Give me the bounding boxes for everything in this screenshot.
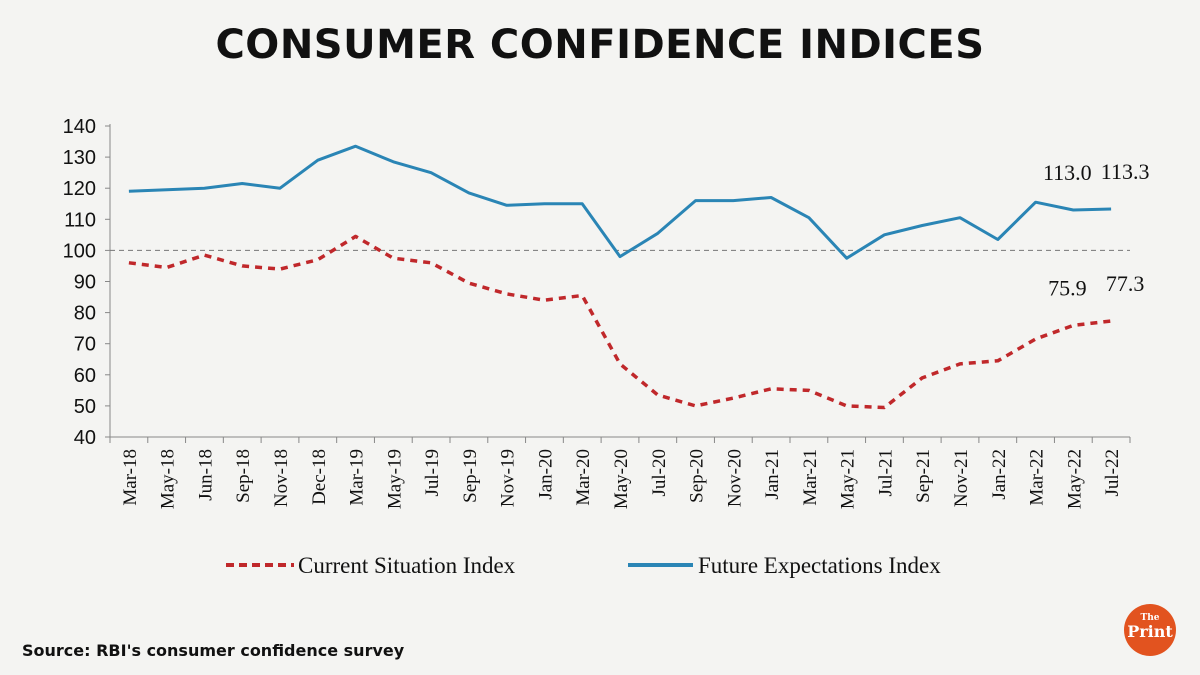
x-tick-label: Mar-18 <box>120 449 141 506</box>
data-label: 113.0 <box>1043 160 1092 185</box>
x-tick-label: May-20 <box>611 449 632 509</box>
x-tick-label: Jan-21 <box>762 449 783 500</box>
x-tick-label: Jul-20 <box>649 449 670 497</box>
x-tick-label: Jul-21 <box>875 449 896 497</box>
x-tick-label: Mar-21 <box>800 449 821 506</box>
x-tick-label: Mar-19 <box>347 449 368 506</box>
x-tick-label: May-22 <box>1064 449 1085 509</box>
x-tick-label: Dec-18 <box>309 449 330 505</box>
x-tick-label: Mar-22 <box>1027 449 1048 506</box>
current-situation-line <box>128 234 1112 410</box>
x-tick-label: Jun-18 <box>195 449 216 501</box>
x-tick-label: Mar-20 <box>573 449 594 506</box>
x-tick-label: Jan-22 <box>989 449 1010 500</box>
y-tick-label: 70 <box>74 334 96 356</box>
x-tick-label: Jul-22 <box>1102 449 1123 497</box>
y-tick-label: 40 <box>74 427 96 449</box>
x-tick-label: Nov-18 <box>271 449 292 507</box>
x-tick-label: May-21 <box>838 449 859 509</box>
x-tick-label: Sep-20 <box>687 449 708 503</box>
x-tick-label: Nov-20 <box>724 449 745 507</box>
x-tick-label: May-19 <box>384 449 405 509</box>
y-tick-label: 110 <box>64 209 96 231</box>
logo-print-text: Print <box>1127 622 1173 641</box>
y-tick-label: 50 <box>74 396 96 418</box>
y-tick-label: 100 <box>63 240 96 262</box>
y-tick-label: 140 <box>63 116 96 138</box>
x-tick-label: Sep-18 <box>233 449 254 503</box>
y-tick-label: 130 <box>63 147 96 169</box>
legend-current-label: Current Situation Index <box>298 553 516 578</box>
theprint-logo: The Print <box>1124 604 1176 656</box>
y-tick-label: 120 <box>63 178 96 200</box>
data-label: 75.9 <box>1048 275 1087 300</box>
x-tick-label: Jul-19 <box>422 449 443 497</box>
data-label: 77.3 <box>1106 271 1145 296</box>
x-tick-label: Sep-21 <box>913 449 934 503</box>
x-tick-label: Nov-21 <box>951 449 972 507</box>
legend-future-label: Future Expectations Index <box>698 553 941 578</box>
logo-the-text: The <box>1140 613 1160 623</box>
x-tick-label: May-18 <box>158 449 179 509</box>
x-tick-label: Nov-19 <box>498 449 519 507</box>
y-tick-label: 60 <box>74 365 96 387</box>
y-tick-label: 80 <box>74 303 96 325</box>
source-note: Source: RBI's consumer confidence survey <box>22 641 405 660</box>
data-label: 113.3 <box>1101 159 1150 184</box>
x-tick-label: Jan-20 <box>535 449 556 500</box>
x-tick-label: Sep-19 <box>460 449 481 503</box>
y-tick-label: 90 <box>74 272 96 294</box>
chart-title: CONSUMER CONFIDENCE INDICES <box>215 22 985 68</box>
future-expectations-line <box>128 144 1112 260</box>
